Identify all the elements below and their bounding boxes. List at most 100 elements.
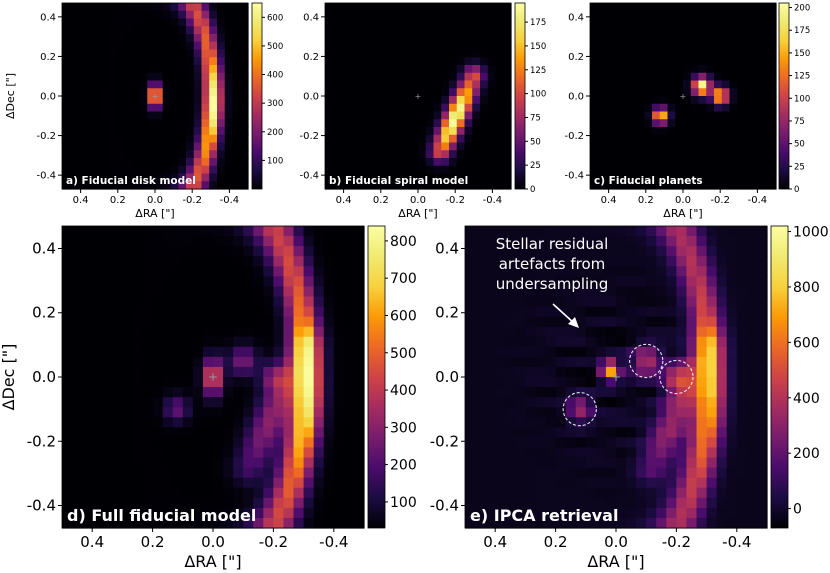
heatmap-cell xyxy=(729,10,738,20)
heatmap-cell xyxy=(480,3,489,12)
heatmap-cell xyxy=(332,134,342,144)
heatmap-cell xyxy=(379,127,388,136)
heatmap-cell xyxy=(652,41,661,51)
heatmap-cell xyxy=(585,286,597,298)
heatmap-cell xyxy=(233,517,244,529)
heatmap-cell xyxy=(535,397,547,408)
heatmap-cell xyxy=(293,407,305,418)
heatmap-cell xyxy=(62,65,71,74)
heatmap-cell xyxy=(69,80,79,89)
heatmap-cell xyxy=(232,134,241,144)
heatmap-cell xyxy=(240,57,249,66)
heatmap-cell xyxy=(721,150,731,159)
heatmap-cell xyxy=(760,134,769,144)
heatmap-cell xyxy=(418,103,427,113)
heatmap-cell xyxy=(487,49,497,58)
heatmap-cell xyxy=(182,407,194,418)
heatmap-cell xyxy=(363,181,373,190)
heatmap-cell xyxy=(714,49,723,58)
heatmap-cell xyxy=(213,397,224,408)
heatmap-cell xyxy=(636,72,645,82)
heatmap-cell xyxy=(666,326,677,338)
heatmap-cell xyxy=(410,26,419,35)
heatmap-cell xyxy=(233,497,244,509)
heatmap-cell xyxy=(666,447,677,459)
heatmap-cell xyxy=(555,417,567,428)
heatmap-cell xyxy=(213,286,224,298)
heatmap-cell xyxy=(480,111,489,120)
annotation-arrowhead xyxy=(568,317,579,328)
heatmap-cell xyxy=(186,134,195,144)
heatmap-cell xyxy=(644,96,653,105)
heatmap-cell xyxy=(313,407,325,418)
heatmap-cell xyxy=(545,457,557,469)
heatmap-cell xyxy=(223,447,234,459)
heatmap-cell xyxy=(142,236,154,247)
heatmap-cell xyxy=(756,457,768,469)
heatmap-cell xyxy=(505,517,516,529)
x-tick-label: -0.4 xyxy=(319,533,348,551)
heatmap-cell xyxy=(172,487,184,499)
heatmap-cell xyxy=(667,57,676,66)
heatmap-cell xyxy=(605,467,617,479)
heatmap-cell xyxy=(100,3,110,12)
heatmap-cell xyxy=(178,18,187,27)
heatmap-cell xyxy=(585,266,597,277)
heatmap-cell xyxy=(182,397,194,408)
heatmap-cell xyxy=(124,88,133,97)
heatmap-cell xyxy=(441,111,450,120)
heatmap-cell xyxy=(636,88,645,97)
heatmap-cell xyxy=(402,150,411,159)
heatmap-cell xyxy=(736,447,748,459)
heatmap-cell xyxy=(690,18,700,27)
heatmap-cell xyxy=(387,3,396,12)
heatmap-cell xyxy=(505,497,516,509)
heatmap-cell xyxy=(503,3,512,12)
heatmap-cell xyxy=(485,417,496,428)
heatmap-cell xyxy=(616,507,627,519)
heatmap-cell xyxy=(683,96,692,105)
heatmap-cell xyxy=(464,158,473,167)
heatmap-cell xyxy=(162,18,172,27)
heatmap-cell xyxy=(613,65,622,74)
heatmap-cell xyxy=(108,10,117,20)
heatmap-cell xyxy=(628,103,638,113)
heatmap-cell xyxy=(410,158,419,167)
heatmap-cell xyxy=(646,246,657,257)
heatmap-cell xyxy=(172,246,184,257)
heatmap-cell xyxy=(525,296,537,308)
heatmap-cell xyxy=(72,517,83,529)
heatmap-cell xyxy=(142,407,154,418)
heatmap-cell xyxy=(621,72,630,82)
heatmap-cell xyxy=(283,226,295,237)
heatmap-cell xyxy=(240,18,249,27)
heatmap-cell xyxy=(425,80,435,89)
heatmap-cell xyxy=(142,477,154,489)
heatmap-cell xyxy=(147,65,156,74)
heatmap-cell xyxy=(503,65,512,74)
heatmap-cell xyxy=(646,437,657,449)
heatmap-cell xyxy=(545,437,557,449)
heatmap-cell xyxy=(485,467,496,479)
heatmap-cell xyxy=(112,377,123,388)
heatmap-cell xyxy=(746,447,758,459)
heatmap-cell xyxy=(503,181,512,190)
heatmap-cell xyxy=(745,173,754,182)
heatmap-cell xyxy=(232,158,241,167)
heatmap-cell xyxy=(293,387,305,398)
heatmap-cell xyxy=(142,487,154,499)
heatmap-cell xyxy=(142,377,154,388)
heatmap-cell xyxy=(353,266,365,277)
heatmap-cell xyxy=(363,34,373,43)
heatmap-cell xyxy=(605,427,617,438)
heatmap-cell xyxy=(696,356,708,368)
heatmap-cell xyxy=(139,165,148,175)
heatmap-cell xyxy=(465,246,476,257)
heatmap-cell xyxy=(505,346,516,358)
heatmap-cell xyxy=(192,377,204,388)
heatmap-cell xyxy=(675,41,684,51)
heatmap-cell xyxy=(487,26,497,35)
heatmap-cell xyxy=(716,387,728,398)
heatmap-cell xyxy=(721,26,731,35)
heatmap-cell xyxy=(545,226,557,237)
